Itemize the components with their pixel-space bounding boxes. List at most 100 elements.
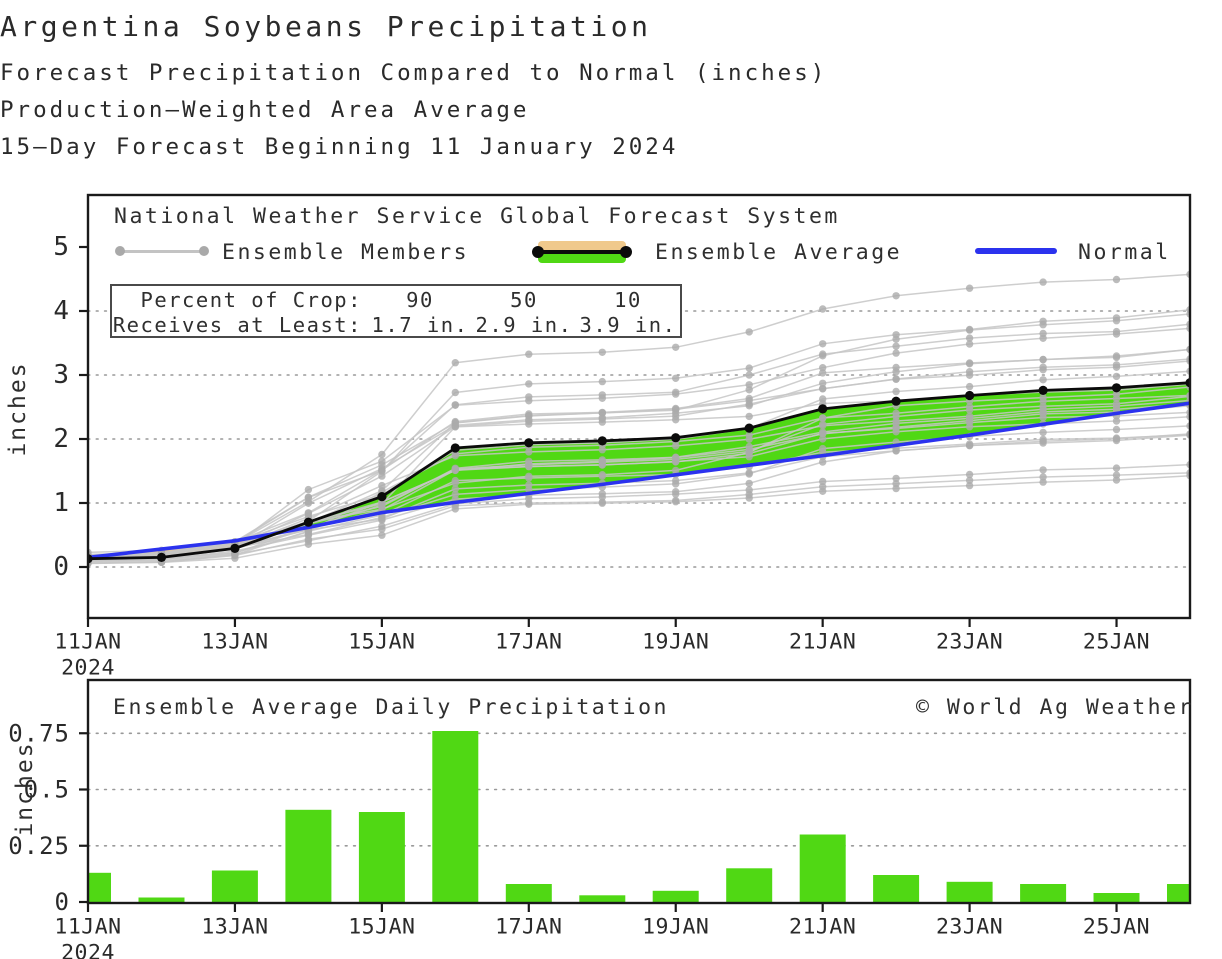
member-dot — [525, 350, 533, 358]
crop-table-row1-label: Percent of Crop: — [140, 287, 362, 312]
forecast-source-label: National Weather Service Global Forecast… — [114, 204, 840, 229]
member-dot — [672, 488, 680, 496]
member-dot — [451, 401, 459, 409]
x-tick-label: 23JAN — [936, 630, 1003, 655]
member-dot — [892, 409, 900, 417]
member-dot — [745, 381, 753, 389]
member-dot — [819, 429, 827, 437]
member-line — [88, 348, 1190, 560]
member-dot — [892, 349, 900, 357]
member-dot — [525, 380, 533, 388]
member-dot — [598, 377, 606, 386]
member-dot — [1112, 390, 1121, 398]
y-tick-label: 1 — [53, 488, 70, 518]
member-dot — [598, 394, 606, 402]
crop-amount-90: 1.7 in. — [371, 312, 469, 337]
precip-bar — [358, 812, 405, 903]
member-dot — [598, 348, 606, 356]
y-tick-label: 0 — [55, 888, 70, 916]
member-dot — [525, 472, 533, 480]
x-tick-label: 19JAN — [642, 915, 709, 940]
member-line — [88, 472, 1190, 564]
y-tick-label: 4 — [53, 296, 70, 326]
member-dot — [965, 418, 974, 427]
x-tick-label: 15JAN — [348, 630, 415, 655]
crop-table-row2-label: Receives at Least: — [112, 312, 362, 337]
x-tick-label: 19JAN — [642, 630, 709, 655]
member-dot — [1039, 478, 1047, 486]
legend-label-ensemble-average: Ensemble Average — [655, 240, 903, 265]
member-dot — [525, 397, 533, 405]
precip-bar — [505, 884, 552, 903]
member-dot — [525, 462, 533, 471]
x-axis-year-label: 2024 — [61, 941, 115, 959]
member-dot — [1112, 425, 1121, 434]
crop-amount-10: 3.9 in. — [579, 312, 677, 337]
member-dot-icon — [199, 246, 209, 256]
member-dot — [745, 412, 753, 421]
member-dot — [965, 284, 974, 292]
ensemble-average-legend-swatch — [532, 241, 632, 263]
member-line — [88, 475, 1190, 565]
member-dot — [745, 402, 753, 410]
precip-bar — [1020, 884, 1067, 903]
bottom-gridlines — [87, 732, 1191, 847]
member-line — [88, 433, 1190, 564]
x-tick-label: 11JAN — [54, 915, 121, 940]
member-dot — [819, 305, 827, 313]
x-tick-label: 17JAN — [495, 915, 562, 940]
member-dot — [378, 450, 386, 459]
member-dot — [1112, 275, 1121, 284]
member-dot — [525, 499, 533, 507]
member-dot — [819, 364, 827, 372]
member-dot — [378, 467, 386, 475]
member-dot — [672, 496, 680, 505]
member-dot — [1112, 361, 1121, 369]
precip-bar — [1093, 893, 1140, 903]
bottom-chart-title: Ensemble Average Daily Precipitation — [113, 695, 669, 720]
member-dot — [598, 409, 606, 417]
member-dot — [1039, 413, 1047, 422]
page-subtitle-3: 15–Day Forecast Beginning 11 January 202… — [0, 134, 679, 160]
bottom-chart-y-axis-label: inches — [12, 741, 38, 837]
member-dot — [819, 369, 827, 377]
member-dot — [965, 368, 974, 376]
precip-bar — [652, 890, 699, 903]
member-line — [88, 370, 1190, 557]
member-dot — [745, 490, 753, 499]
member-dot — [672, 416, 680, 424]
member-dot — [819, 477, 827, 486]
member-dot — [1112, 417, 1121, 425]
page-subtitle-1: Forecast Precipitation Compared to Norma… — [0, 60, 828, 86]
x-tick-label: 15JAN — [348, 915, 415, 940]
member-dot — [378, 481, 386, 490]
top-y-axis: 0 1 2 3 4 5 — [53, 232, 88, 582]
daily-precip-bars — [88, 731, 1190, 903]
member-dot — [1039, 363, 1047, 371]
crop-amount-50: 2.9 in. — [475, 312, 573, 337]
bottom-plot-border — [86, 678, 1192, 905]
member-dot — [892, 342, 900, 350]
member-dot — [1112, 330, 1121, 338]
x-tick-label: 17JAN — [495, 630, 562, 655]
member-line — [88, 405, 1190, 560]
precip-bar — [873, 875, 920, 903]
precip-bar — [726, 868, 773, 903]
top-plot-border — [86, 193, 1192, 620]
x-axis-year-label: 2024 — [61, 656, 115, 681]
precip-bar — [138, 897, 185, 903]
crop-percent-10: 10 — [614, 287, 642, 312]
member-dot — [745, 448, 753, 456]
normal-legend-swatch — [975, 248, 1057, 254]
crop-percent-50: 50 — [510, 287, 538, 312]
x-tick-label: 21JAN — [789, 915, 856, 940]
member-dot — [819, 352, 827, 360]
member-dot — [965, 476, 974, 485]
precip-bar — [211, 870, 258, 903]
member-line — [88, 327, 1190, 559]
member-dot — [965, 326, 974, 334]
ensemble-average-dots — [88, 378, 1190, 564]
